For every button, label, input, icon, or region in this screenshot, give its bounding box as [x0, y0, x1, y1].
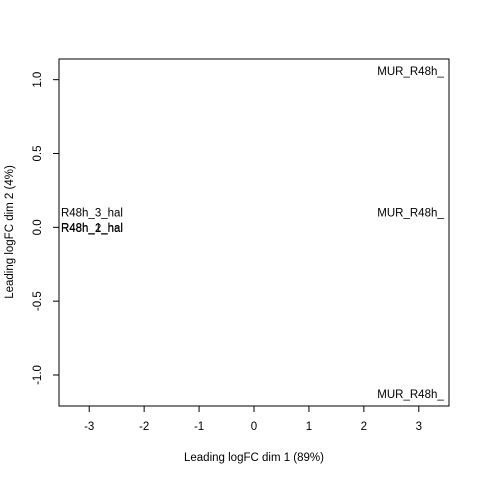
y-tick-label: 1.0 — [32, 72, 44, 88]
y-tick-label: -0.5 — [32, 291, 44, 311]
x-tick-label: -1 — [194, 421, 204, 433]
point-label: R48h_1_hal — [61, 222, 123, 234]
y-axis-label: Leading logFC dim 2 (4%) — [4, 165, 16, 299]
x-tick-label: 0 — [251, 421, 257, 433]
y-axis: -1.0 -0.5 0.0 0.5 1.0 — [32, 72, 59, 385]
y-tick-label: 0.5 — [32, 146, 44, 162]
x-tick-label: -3 — [84, 421, 94, 433]
point-label: R48h_2_hal — [61, 223, 123, 235]
x-tick-label: 1 — [306, 421, 312, 433]
point-label: MUR_R48h_ — [377, 208, 444, 220]
y-tick-label: -1.0 — [32, 365, 44, 385]
x-tick-label: -2 — [139, 421, 149, 433]
x-tick-label: 3 — [416, 421, 422, 433]
y-tick-label: 0.0 — [32, 219, 44, 235]
point-label: MUR_R48h_ — [377, 389, 444, 401]
point-label: R48h_3_hal — [61, 208, 123, 220]
x-axis-label: Leading logFC dim 1 (89%) — [184, 452, 324, 464]
x-tick-label: 2 — [361, 421, 367, 433]
point-label: MUR_R48h_ — [377, 66, 444, 78]
x-axis: -3 -2 -1 0 1 2 3 — [84, 406, 422, 433]
